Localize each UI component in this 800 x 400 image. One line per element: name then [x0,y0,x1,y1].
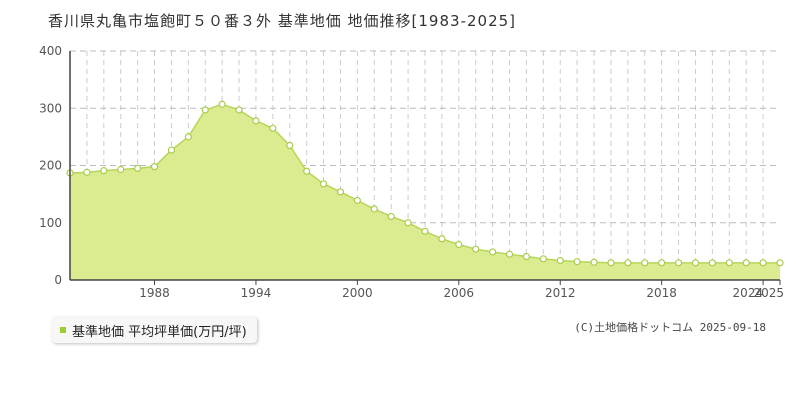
data-point [674,259,683,267]
data-point [184,133,192,141]
data-point [117,165,125,174]
data-point [725,259,733,267]
data-point [336,188,345,196]
data-point [150,163,159,171]
data-point [556,256,564,265]
data-point [218,100,226,108]
axes [69,51,781,285]
x-tick-label: 2018 [646,286,677,300]
data-point [370,205,378,213]
y-tick-label: 300 [39,101,62,115]
legend: 基準地価 平均坪単価(万円/坪) [52,317,257,343]
x-tick-label: 2000 [342,286,373,300]
data-point [269,124,277,132]
y-tick-label: 100 [39,216,62,230]
data-point [590,258,598,266]
data-point [100,167,108,175]
data-point [691,259,700,267]
data-point [522,252,531,261]
data-point [353,196,361,205]
data-point [624,259,632,267]
data-point [472,245,480,253]
y-tick-label: 400 [39,44,62,58]
x-tick-label: 1994 [241,286,272,300]
x-tick-label: 1988 [139,286,170,300]
x-tick-label: 2024 [733,286,764,300]
data-point [387,212,395,221]
series-area [70,104,780,281]
y-tick-label: 0 [54,273,62,287]
data-point [455,240,463,249]
data-point [505,250,514,258]
data-point [252,117,260,125]
data-point [607,259,615,267]
x-tick-label: 2012 [545,286,576,300]
data-point [658,259,666,267]
data-point [641,259,649,267]
data-point [708,259,716,267]
data-point [742,259,750,267]
legend-label: 基準地価 平均坪単価(万円/坪) [72,324,247,340]
data-point [539,255,547,263]
data-point [319,180,328,188]
data-point [286,141,294,150]
data-point [759,259,767,267]
data-point [201,106,209,114]
legend-swatch [60,327,66,333]
chart-title: 香川県丸亀市塩飽町５０番３外 基準地価 地価推移[1983-2025] [48,12,517,30]
tick-labels: 0 100 200 300 400 1988 1994 2000 2006 2012 2018 202… [39,44,784,300]
data-point [167,146,176,154]
x-tick-label: 2025 [753,286,784,300]
data-point [573,258,581,266]
data-point [421,227,429,235]
y-tick-label: 200 [39,159,62,173]
data-point [134,164,142,172]
data-point [303,167,311,175]
data-point [489,248,497,256]
x-tick-label: 2006 [444,286,475,300]
copyright-notice: (C)土地価格ドットコム 2025-09-18 [574,321,766,334]
data-point [438,235,446,243]
data-point [83,168,91,176]
data-point [404,219,412,227]
data-points [66,100,784,267]
data-point [776,259,784,267]
data-point [235,106,243,114]
